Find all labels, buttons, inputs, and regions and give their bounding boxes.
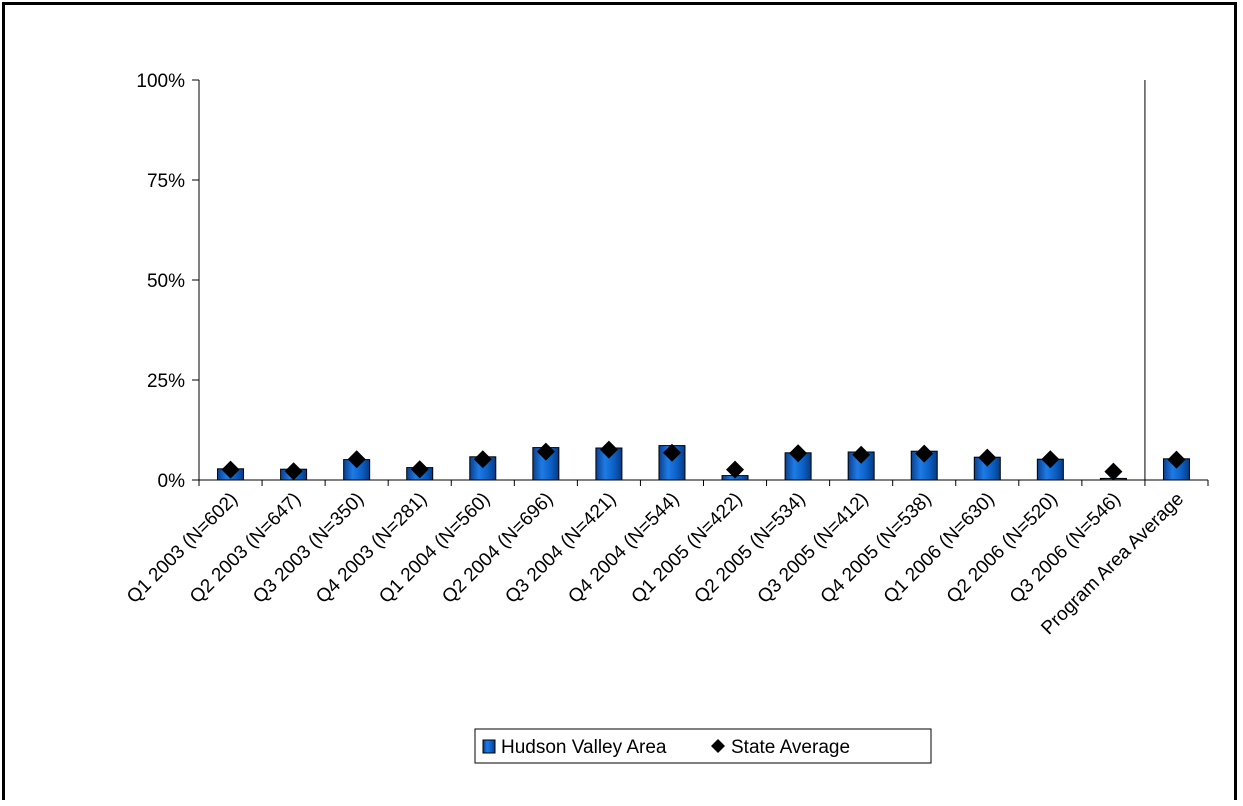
marker-state-average xyxy=(726,460,745,479)
x-category-label: Q1 2005 (N=422) xyxy=(628,489,747,608)
marker-state-average xyxy=(284,462,303,481)
x-category-label: Q4 2003 (N=281) xyxy=(312,489,431,608)
legend-swatch-state-average xyxy=(711,739,725,753)
chart: 0% 25% 50% 75% 100% Q1 2003 (N=602)Q2 2003 (… xyxy=(123,71,1209,764)
marker-state-average xyxy=(1041,450,1060,469)
x-category-label: Q3 2003 (N=350) xyxy=(249,489,368,608)
axes: 0% 25% 50% 75% 100% xyxy=(136,71,1209,492)
marker-state-average xyxy=(789,444,808,463)
bars xyxy=(217,445,1190,481)
markers xyxy=(221,440,1186,481)
labels: Q1 2003 (N=602)Q2 2003 (N=647)Q3 2003 (N… xyxy=(123,489,1188,640)
bar-hudson-valley xyxy=(784,452,812,481)
y-tick-label: 50% xyxy=(147,271,185,292)
legend-box xyxy=(474,728,932,764)
marker-state-average xyxy=(915,444,934,463)
marker-state-average xyxy=(852,445,871,464)
marker-state-average xyxy=(473,450,492,469)
marker-state-average xyxy=(1104,462,1123,481)
x-category-label: Q4 2004 (N=544) xyxy=(564,489,683,608)
legend-label-state-average: State Average xyxy=(731,737,850,758)
x-category-label: Q1 2004 (N=560) xyxy=(375,489,494,608)
marker-state-average xyxy=(662,443,681,462)
x-category-label: Q3 2005 (N=412) xyxy=(754,489,873,608)
legend: Hudson Valley Area State Average xyxy=(474,728,932,764)
legend-label-hudson-valley: Hudson Valley Area xyxy=(501,737,667,758)
marker-state-average xyxy=(599,440,618,459)
x-category-label: Q2 2005 (N=534) xyxy=(691,489,810,608)
x-category-label: Q3 2006 (N=546) xyxy=(1006,489,1125,608)
marker-state-average xyxy=(410,460,429,479)
marker-state-average xyxy=(347,450,366,469)
y-tick-label: 100% xyxy=(136,71,185,92)
y-tick-label: 75% xyxy=(147,171,185,192)
x-category-label: Q1 2006 (N=630) xyxy=(880,489,999,608)
x-category-label: Q3 2004 (N=421) xyxy=(501,489,620,608)
bar-hudson-valley xyxy=(532,447,560,481)
x-category-label: Q2 2003 (N=647) xyxy=(186,489,305,608)
marker-state-average xyxy=(536,442,555,461)
marker-state-average xyxy=(221,460,240,479)
x-category-label: Q4 2005 (N=538) xyxy=(817,489,936,608)
y-tick-label: 0% xyxy=(158,471,186,492)
legend-swatch-hudson-valley xyxy=(482,739,496,754)
x-category-label: Q2 2006 (N=520) xyxy=(943,489,1062,608)
x-category-label: Q1 2003 (N=602) xyxy=(123,489,242,608)
x-category-label: Q2 2004 (N=696) xyxy=(438,489,557,608)
y-tick-label: 25% xyxy=(147,371,185,392)
marker-state-average xyxy=(978,448,997,467)
marker-state-average xyxy=(1167,450,1186,469)
